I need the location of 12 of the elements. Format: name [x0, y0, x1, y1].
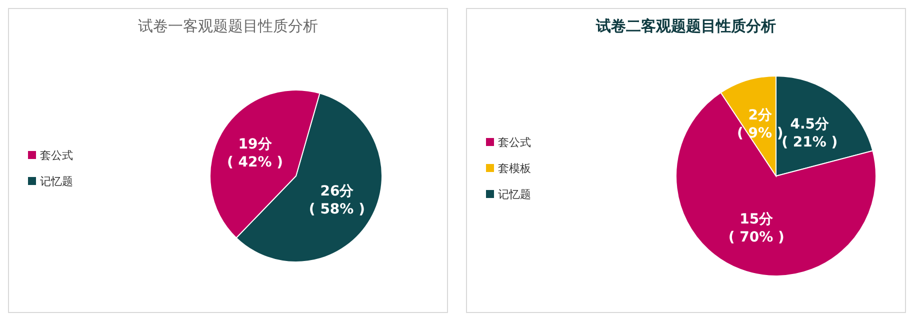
chart-title: 试卷二客观题题目性质分析	[594, 17, 777, 36]
chart-title: 试卷一客观题题目性质分析	[137, 17, 319, 36]
legend-label: 记忆题	[498, 188, 531, 200]
data-label: 2分 ( 9% )	[736, 107, 784, 142]
data-label: 4.5分 ( 21% )	[782, 116, 838, 150]
data-label: 26分 ( 58% )	[308, 184, 365, 218]
legend-label: 记忆题	[40, 174, 73, 188]
data-label: 15分 ( 70% )	[728, 211, 784, 246]
legend-label: 套模板	[498, 162, 531, 174]
legend-label: 套公式	[498, 136, 531, 148]
data-label: 19分 ( 42% )	[227, 136, 284, 170]
legend-label: 套公式	[40, 148, 73, 162]
